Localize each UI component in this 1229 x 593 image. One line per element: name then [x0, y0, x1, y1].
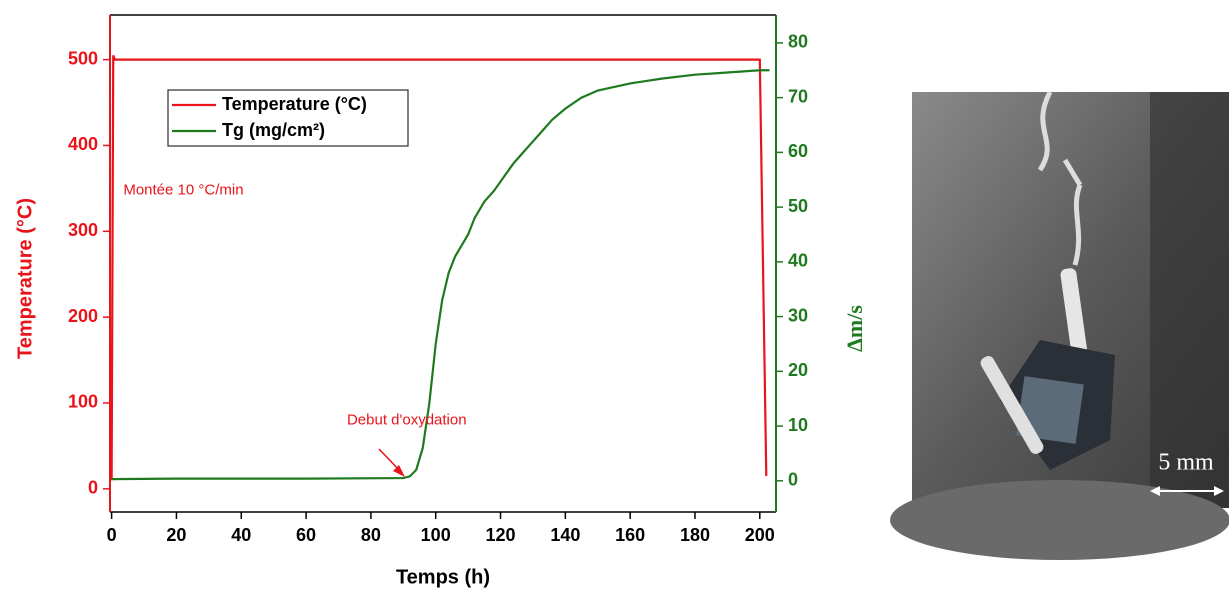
photo-wire [1037, 90, 1083, 266]
x-axis-title: Temps (h) [396, 566, 490, 588]
legend-label: Tg (mg/cm²) [222, 120, 325, 140]
photo: 5 mm [890, 90, 1229, 560]
y2-tick-label: 20 [788, 360, 808, 380]
scale-label: 5 mm [1158, 450, 1214, 476]
y2-tick-label: 70 [788, 86, 808, 106]
annotation-arrowhead [393, 465, 405, 477]
y2-tick-label: 30 [788, 305, 808, 325]
y2-tick-label: 10 [788, 415, 808, 435]
y-tick-label: 500 [68, 48, 98, 68]
y-tick-label: 300 [68, 220, 98, 240]
y2-tick-label: 60 [788, 141, 808, 161]
x-tick-label: 120 [486, 525, 516, 545]
y2-tick-label: 0 [788, 470, 798, 490]
y2-tick-label: 50 [788, 196, 808, 216]
y-tick-label: 100 [68, 392, 98, 412]
y2-tick-label: 40 [788, 251, 808, 271]
x-tick-label: 160 [615, 525, 645, 545]
y-tick-label: 0 [88, 478, 98, 498]
x-tick-label: 100 [421, 525, 451, 545]
x-tick-label: 80 [361, 525, 381, 545]
photo-support [980, 356, 1044, 454]
scale-arrow [1150, 486, 1160, 496]
y-tick-label: 200 [68, 306, 98, 326]
x-tick-label: 40 [231, 525, 251, 545]
legend-box [167, 89, 409, 147]
photo-base [890, 480, 1229, 560]
x-tick-label: 20 [166, 525, 186, 545]
x-tick-label: 140 [550, 525, 580, 545]
photo-shadow [1150, 92, 1229, 508]
legend-label: Temperature (°C) [222, 94, 367, 114]
series-line [111, 69, 770, 481]
x-tick-label: 60 [296, 525, 316, 545]
x-tick-label: 180 [680, 525, 710, 545]
photo-sample-face [1016, 376, 1084, 444]
x-tick-label: 200 [745, 525, 775, 545]
series-line [110, 54, 768, 481]
annotation: Debut d'oxydation [347, 411, 467, 428]
y-tick-label: 400 [68, 134, 98, 154]
y-axis-title: Temperature (°C) [14, 198, 36, 359]
scale-arrow [1214, 486, 1224, 496]
y2-axis-title: Δm/s [842, 305, 867, 352]
x-tick-label: 0 [107, 525, 117, 545]
annotation: Montée 10 °C/min [123, 181, 243, 198]
y2-tick-label: 80 [788, 32, 808, 52]
